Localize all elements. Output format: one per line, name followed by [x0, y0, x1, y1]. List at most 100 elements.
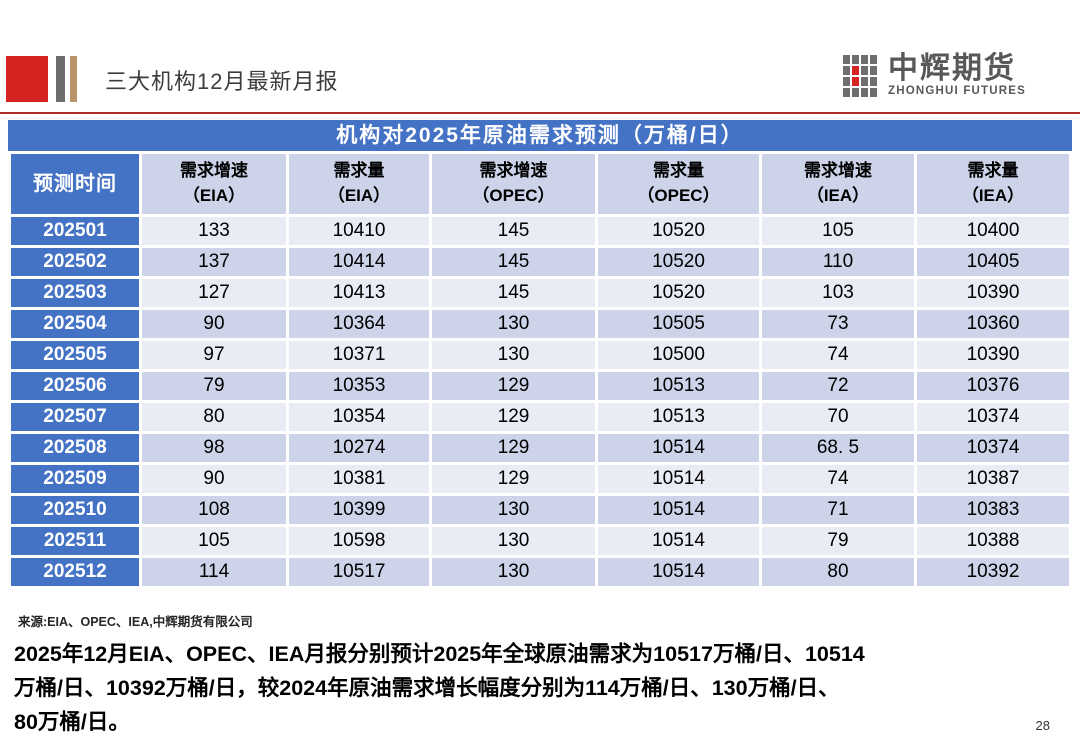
data-cell: 10360 — [917, 310, 1069, 338]
data-cell: 10513 — [598, 403, 759, 431]
logo-name-zh: 中辉期货 — [888, 52, 1016, 85]
data-cell: 10387 — [917, 465, 1069, 493]
data-cell: 129 — [432, 465, 595, 493]
summary-line: 2025年12月EIA、OPEC、IEA月报分别预计2025年全球原油需求为10… — [14, 642, 865, 666]
data-cell: 10520 — [598, 248, 759, 276]
data-cell: 10371 — [289, 341, 429, 369]
data-cell: 74 — [762, 341, 914, 369]
red-square-decoration — [6, 56, 48, 102]
row-header-month: 202504 — [11, 310, 139, 338]
data-cell: 10374 — [917, 403, 1069, 431]
logo-grid-icon — [843, 55, 879, 99]
data-cell: 10405 — [917, 248, 1069, 276]
data-cell: 10274 — [289, 434, 429, 462]
data-cell: 10505 — [598, 310, 759, 338]
tan-bar-decoration — [70, 56, 77, 102]
data-cell: 10413 — [289, 279, 429, 307]
data-cell: 10381 — [289, 465, 429, 493]
data-cell: 10410 — [289, 217, 429, 245]
data-cell: 145 — [432, 248, 595, 276]
data-cell: 68. 5 — [762, 434, 914, 462]
row-header-month: 202507 — [11, 403, 139, 431]
summary-paragraph: 2025年12月EIA、OPEC、IEA月报分别预计2025年全球原油需求为10… — [14, 637, 1069, 739]
data-cell: 80 — [142, 403, 286, 431]
table-row: 202502 137 10414 145 10520 110 10405 — [11, 248, 1069, 276]
data-cell: 145 — [432, 217, 595, 245]
data-cell: 137 — [142, 248, 286, 276]
data-cell: 10520 — [598, 217, 759, 245]
table-body: 202501 133 10410 145 10520 105 10400 202502 137 1… — [11, 217, 1069, 586]
data-cell: 129 — [432, 372, 595, 400]
row-header-month: 202508 — [11, 434, 139, 462]
data-cell: 10514 — [598, 496, 759, 524]
col-header: 需求增速 （EIA） — [142, 154, 286, 214]
row-header-month: 202512 — [11, 558, 139, 586]
row-header-month: 202506 — [11, 372, 139, 400]
table-row: 202503 127 10413 145 10520 103 10390 — [11, 279, 1069, 307]
data-cell: 71 — [762, 496, 914, 524]
col-header: 需求增速 （IEA） — [762, 154, 914, 214]
data-cell: 10514 — [598, 527, 759, 555]
page-number: 28 — [1035, 718, 1050, 733]
col-header: 需求量 （IEA） — [917, 154, 1069, 214]
table-header-row: 预测时间 需求增速 （EIA） 需求量 （EIA） 需求增速 （OPEC） 需求量 （OPEC）… — [11, 154, 1069, 214]
company-logo: 中辉期货 ZHONGHUI FUTURES — [843, 53, 1026, 99]
data-cell: 10598 — [289, 527, 429, 555]
data-cell: 79 — [762, 527, 914, 555]
gray-bar-decoration — [56, 56, 65, 102]
data-cell: 10514 — [598, 465, 759, 493]
table-row: 202512 114 10517 130 10514 80 10392 — [11, 558, 1069, 586]
data-cell: 10374 — [917, 434, 1069, 462]
data-cell: 133 — [142, 217, 286, 245]
forecast-table-section: 机构对2025年原油需求预测（万桶/日） 预测时间 需求增速 （EIA） 需求量 （EI… — [8, 120, 1072, 589]
data-cell: 10514 — [598, 558, 759, 586]
data-cell: 90 — [142, 465, 286, 493]
data-cell: 10517 — [289, 558, 429, 586]
data-cell: 130 — [432, 558, 595, 586]
data-cell: 10388 — [917, 527, 1069, 555]
row-header-month: 202509 — [11, 465, 139, 493]
logo-name-en: ZHONGHUI FUTURES — [888, 85, 1027, 97]
data-cell: 10383 — [917, 496, 1069, 524]
table-row: 202505 97 10371 130 10500 74 10390 — [11, 341, 1069, 369]
col-header-time: 预测时间 — [11, 154, 139, 214]
data-cell: 10390 — [917, 279, 1069, 307]
table-row: 202504 90 10364 130 10505 73 10360 — [11, 310, 1069, 338]
data-cell: 79 — [142, 372, 286, 400]
row-header-month: 202505 — [11, 341, 139, 369]
header-divider-line — [0, 112, 1080, 114]
table-row: 202508 98 10274 129 10514 68. 5 10374 — [11, 434, 1069, 462]
data-cell: 90 — [142, 310, 286, 338]
data-cell: 97 — [142, 341, 286, 369]
data-cell: 10399 — [289, 496, 429, 524]
table-row: 202501 133 10410 145 10520 105 10400 — [11, 217, 1069, 245]
col-header: 需求增速 （OPEC） — [432, 154, 595, 214]
row-header-month: 202502 — [11, 248, 139, 276]
data-cell: 114 — [142, 558, 286, 586]
data-cell: 127 — [142, 279, 286, 307]
row-header-month: 202503 — [11, 279, 139, 307]
data-cell: 10376 — [917, 372, 1069, 400]
row-header-month: 202510 — [11, 496, 139, 524]
data-cell: 10392 — [917, 558, 1069, 586]
data-cell: 10514 — [598, 434, 759, 462]
data-cell: 130 — [432, 310, 595, 338]
data-cell: 72 — [762, 372, 914, 400]
data-cell: 108 — [142, 496, 286, 524]
slide-title: 三大机构12月最新月报 — [105, 69, 339, 94]
row-header-month: 202501 — [11, 217, 139, 245]
forecast-table: 预测时间 需求增速 （EIA） 需求量 （EIA） 需求增速 （OPEC） 需求量 （OPEC）… — [8, 151, 1072, 589]
data-cell: 70 — [762, 403, 914, 431]
col-header: 需求量 （EIA） — [289, 154, 429, 214]
data-cell: 10400 — [917, 217, 1069, 245]
data-cell: 103 — [762, 279, 914, 307]
table-title: 机构对2025年原油需求预测（万桶/日） — [8, 120, 1072, 151]
data-cell: 110 — [762, 248, 914, 276]
summary-line: 80万桶/日。 — [14, 710, 130, 734]
source-note: 来源:EIA、OPEC、IEA,中辉期货有限公司 — [18, 615, 253, 629]
data-cell: 10353 — [289, 372, 429, 400]
logo-text: 中辉期货 ZHONGHUI FUTURES — [888, 52, 1027, 98]
data-cell: 10500 — [598, 341, 759, 369]
data-cell: 129 — [432, 434, 595, 462]
